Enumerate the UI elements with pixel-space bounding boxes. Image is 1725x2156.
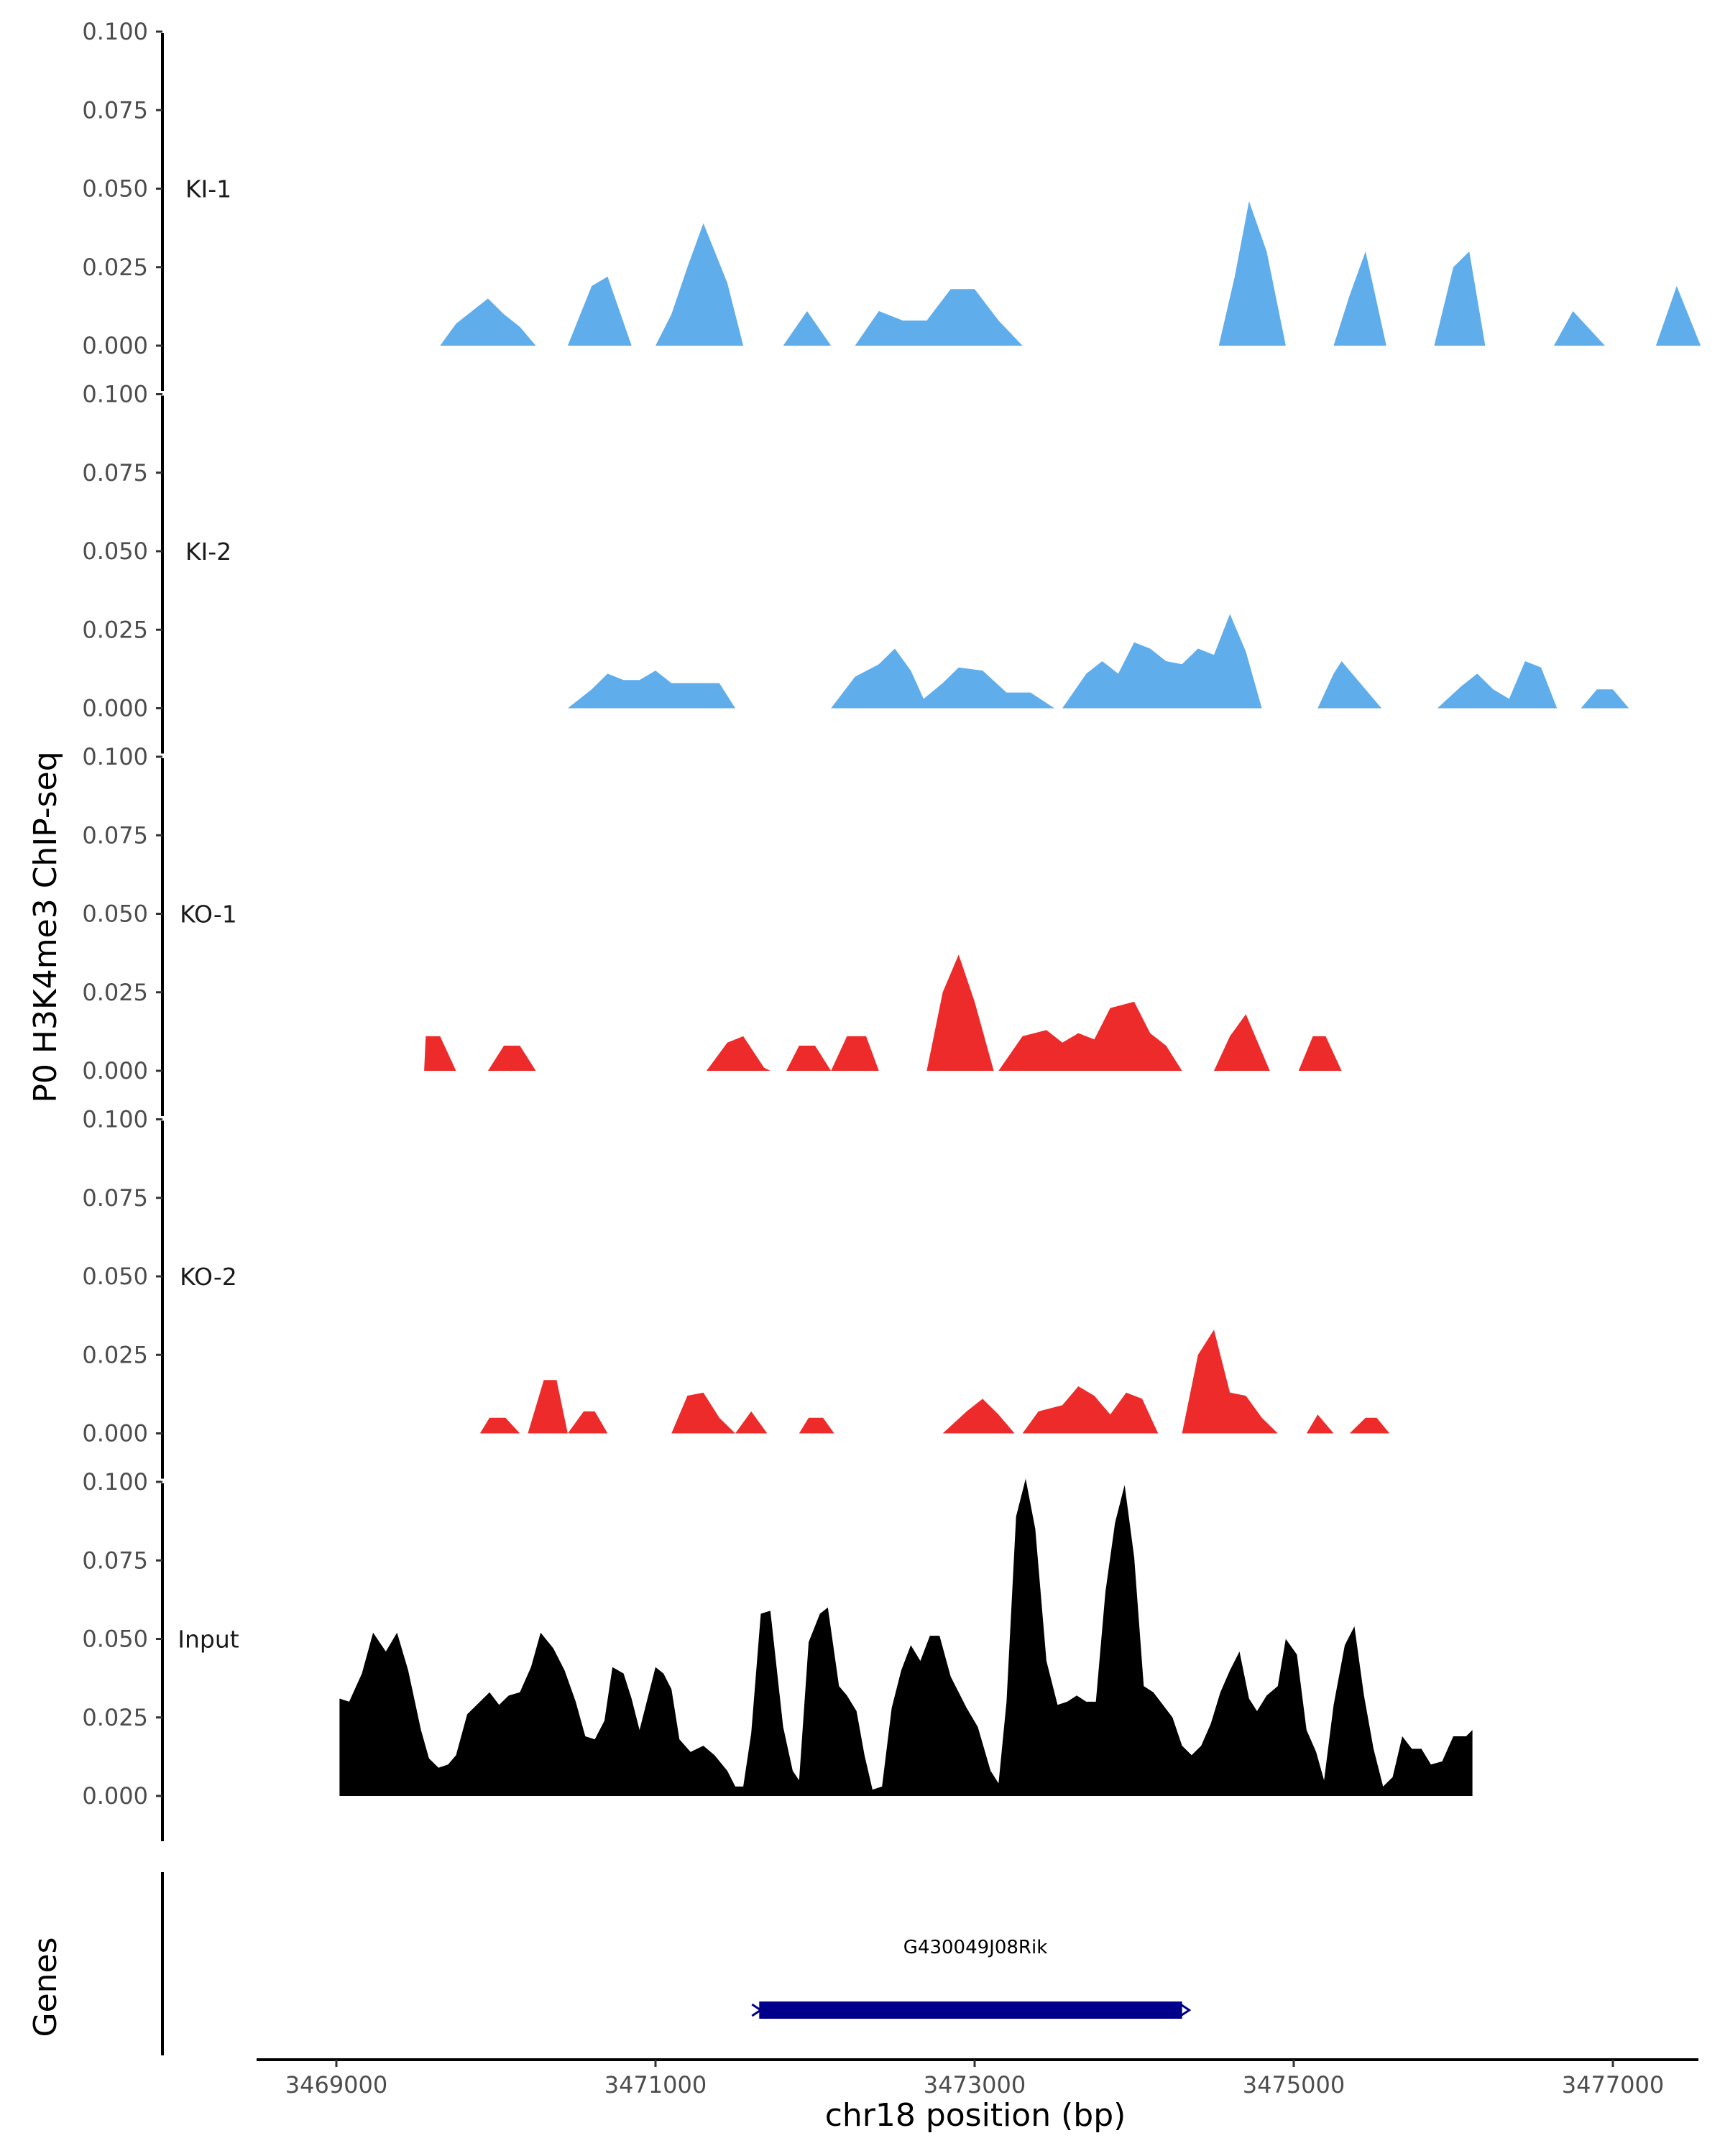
y-axis-title: P0 H3K4me3 ChIP-seq bbox=[27, 751, 64, 1102]
gene-strand-arrow bbox=[751, 2003, 763, 2017]
signal-peak bbox=[735, 1411, 768, 1434]
y-tick-label: 0.075 bbox=[82, 1184, 148, 1212]
signal-peak bbox=[339, 1478, 1473, 1796]
signal-peak bbox=[1437, 661, 1558, 709]
signal-peak bbox=[998, 1001, 1182, 1071]
signal-peak bbox=[567, 1411, 608, 1434]
signal-peak bbox=[1434, 251, 1486, 346]
gene-exon bbox=[759, 2001, 1182, 2019]
x-tick-label: 3471000 bbox=[604, 2071, 707, 2099]
y-tick-label: 0.100 bbox=[82, 381, 148, 408]
y-tick-label: 0.100 bbox=[82, 18, 148, 45]
signal-peak bbox=[1182, 1330, 1278, 1434]
y-tick-label: 0.075 bbox=[82, 821, 148, 849]
signal-peak bbox=[1317, 661, 1382, 709]
y-tick-label: 0.025 bbox=[82, 1704, 148, 1731]
y-tick-label: 0.025 bbox=[82, 616, 148, 643]
y-tick-label: 0.075 bbox=[82, 96, 148, 124]
signal-peak bbox=[567, 276, 632, 346]
signal-peak bbox=[831, 648, 1054, 709]
x-axis-title: chr18 position (bp) bbox=[825, 2097, 1126, 2134]
genes-axis-title: Genes bbox=[27, 1937, 64, 2037]
y-tick-label: 0.025 bbox=[82, 979, 148, 1006]
signal-peak bbox=[926, 954, 994, 1071]
signal-peak bbox=[1022, 1386, 1159, 1434]
y-tick-label: 0.000 bbox=[82, 1420, 148, 1447]
signal-peak bbox=[479, 1417, 520, 1434]
y-tick-label: 0.000 bbox=[82, 1057, 148, 1084]
signal-peak bbox=[1218, 201, 1286, 346]
gene-label: G430049J08Rik bbox=[903, 1937, 1048, 1958]
signal-peak bbox=[1553, 310, 1605, 346]
y-tick-label: 0.050 bbox=[82, 175, 148, 203]
track-ki-2: 0.000 0.025 0.050 0.075 0.100 KI-2 bbox=[82, 381, 1629, 754]
signal-peak bbox=[942, 1399, 1015, 1434]
signal-peak bbox=[707, 1036, 770, 1071]
y-tick-label: 0.050 bbox=[82, 1626, 148, 1653]
track-label: KO-1 bbox=[180, 900, 237, 929]
genes-panel: Genes G430049J08Rik bbox=[27, 1872, 1192, 2055]
tracks-group: 0.0000.0250.0500.0750.100KI-10.0000.0250… bbox=[82, 18, 1701, 1841]
signal-peak bbox=[528, 1380, 568, 1434]
signal-peak bbox=[831, 1036, 879, 1071]
y-tick-label: 0.100 bbox=[82, 1106, 148, 1133]
signal-peak bbox=[1349, 1417, 1390, 1434]
signal-peak bbox=[1214, 1014, 1270, 1071]
track-ko-2: 0.000 0.025 0.050 0.075 0.100 KO-2 bbox=[82, 1106, 1390, 1479]
y-tick-label: 0.025 bbox=[82, 1341, 148, 1368]
y-tick-label: 0.000 bbox=[82, 1782, 148, 1810]
y-tick-label: 0.000 bbox=[82, 332, 148, 359]
signal-peak bbox=[424, 1036, 456, 1071]
track-label: KI-2 bbox=[185, 538, 231, 566]
signal-peak bbox=[440, 298, 536, 346]
x-axis: 3469000 3471000 3473000 3475000 3477000 bbox=[257, 2058, 1698, 2099]
signal-peak bbox=[567, 671, 735, 709]
signal-peak bbox=[1581, 689, 1629, 709]
track-input: 0.000 0.025 0.050 0.075 0.100 Input bbox=[82, 1468, 1473, 1841]
signal-peak bbox=[1306, 1414, 1334, 1434]
track-ki-1: 0.000 0.025 0.050 0.075 0.100 KI-1 bbox=[82, 18, 1701, 391]
track-label: KO-2 bbox=[180, 1263, 237, 1291]
track-ko-1: 0.000 0.025 0.050 0.075 0.100 KO-1 bbox=[82, 743, 1342, 1116]
x-tick-label: 3475000 bbox=[1243, 2071, 1346, 2099]
y-tick-label: 0.075 bbox=[82, 459, 148, 487]
y-tick-label: 0.050 bbox=[82, 1263, 148, 1290]
y-tick-label: 0.100 bbox=[82, 743, 148, 770]
y-tick-label: 0.075 bbox=[82, 1547, 148, 1574]
signal-peak bbox=[855, 289, 1023, 346]
signal-peak bbox=[1298, 1036, 1342, 1071]
gene-body bbox=[751, 2001, 1192, 2019]
signal-peak bbox=[487, 1046, 536, 1071]
x-tick-label: 3469000 bbox=[285, 2071, 388, 2099]
track-label: KI-1 bbox=[185, 175, 231, 203]
y-tick-label: 0.025 bbox=[82, 254, 148, 281]
signal-peak bbox=[799, 1417, 834, 1434]
gene-strand-arrow bbox=[1179, 2003, 1192, 2017]
signal-peak bbox=[783, 310, 832, 346]
signal-peak bbox=[1062, 614, 1262, 709]
signal-peak bbox=[656, 223, 744, 346]
signal-peak bbox=[1655, 286, 1701, 346]
x-tick-label: 3477000 bbox=[1562, 2071, 1665, 2099]
y-tick-label: 0.050 bbox=[82, 538, 148, 565]
x-tick-label: 3473000 bbox=[924, 2071, 1026, 2099]
signal-peak bbox=[1333, 251, 1386, 346]
y-tick-label: 0.000 bbox=[82, 695, 148, 722]
track-label: Input bbox=[178, 1626, 239, 1654]
signal-peak bbox=[786, 1046, 832, 1071]
signal-peak bbox=[671, 1392, 735, 1434]
y-tick-label: 0.100 bbox=[82, 1468, 148, 1496]
y-tick-label: 0.050 bbox=[82, 900, 148, 928]
